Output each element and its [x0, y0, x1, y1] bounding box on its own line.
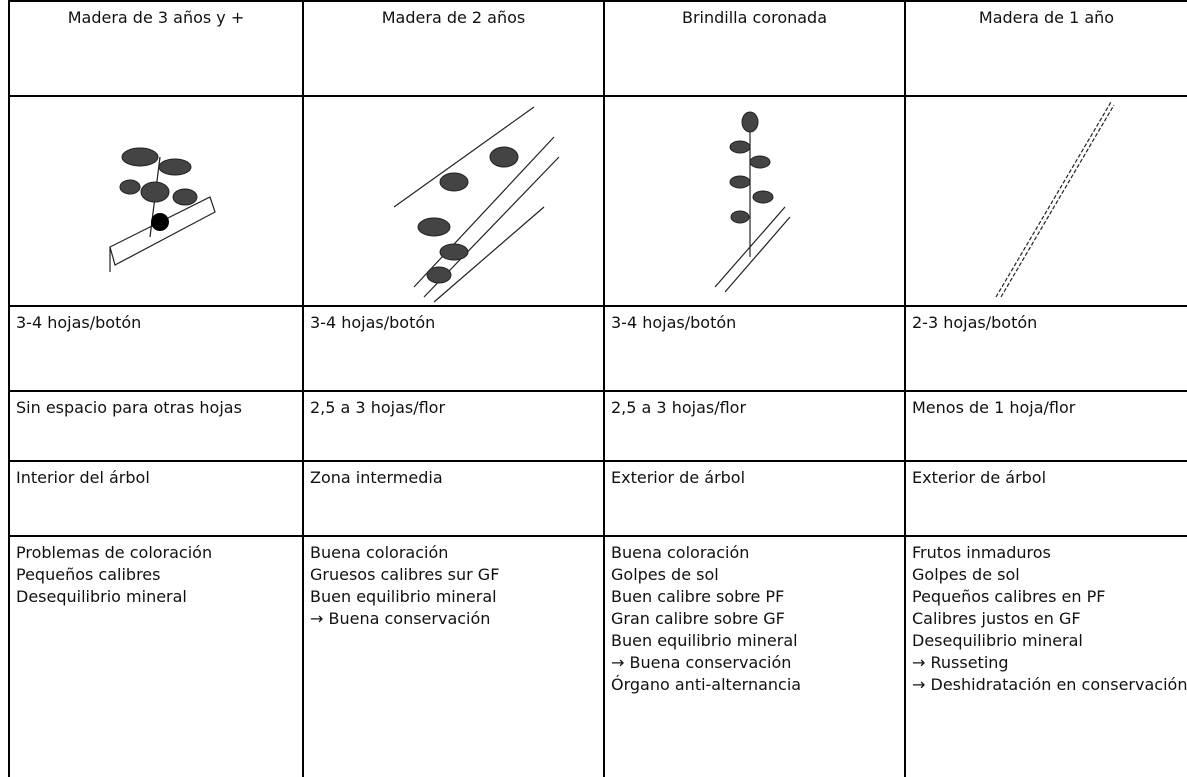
cell-line: Buena coloración	[611, 543, 750, 562]
cell: 3-4 hojas/botón	[8, 305, 304, 392]
cell-line: Gran calibre sobre GF	[611, 609, 785, 628]
cell: 2,5 a 3 hojas/flor	[302, 390, 605, 462]
cell: Zona intermedia	[302, 460, 605, 537]
image-row	[8, 95, 1187, 307]
cell-line: → Deshidratación en conservación	[912, 675, 1187, 694]
header-cell: Brindilla coronada	[603, 0, 906, 97]
row: Problemas de coloración Pequeños calibres…	[8, 535, 1187, 777]
cell-line: Órgano anti-alternancia	[611, 675, 802, 694]
cell-line: Buen equilibrio mineral	[611, 631, 798, 650]
cell: Interior del árbol	[8, 460, 304, 537]
row: Sin espacio para otras hojas 2,5 a 3 hoja…	[8, 390, 1187, 462]
image-cell	[302, 95, 605, 307]
cell: Buena coloración Gruesos calibres sur GF B…	[302, 535, 605, 777]
sketch	[995, 101, 1115, 298]
image-cell	[8, 95, 304, 307]
header-cell: Madera de 1 año	[904, 0, 1187, 97]
cell-line: Buena coloración	[310, 543, 449, 562]
header-row: Madera de 3 años y + Madera de 2 años Br…	[8, 0, 1187, 97]
cell-line: Golpes de sol	[611, 565, 719, 584]
sketch	[109, 147, 216, 272]
cell-line: Calibres justos en GF	[912, 609, 1081, 628]
cell: 2-3 hojas/botón	[904, 305, 1187, 392]
cell: Exterior de árbol	[603, 460, 906, 537]
header-cell: Madera de 3 años y +	[8, 0, 304, 97]
cell: Exterior de árbol	[904, 460, 1187, 537]
cell-line: Golpes de sol	[912, 565, 1020, 584]
cell: Sin espacio para otras hojas	[8, 390, 304, 462]
cell-line: → Buena conservación	[310, 609, 491, 628]
cell: 2,5 a 3 hojas/flor	[603, 390, 906, 462]
cell: Menos de 1 hoja/flor	[904, 390, 1187, 462]
cell-line: Frutos inmaduros	[912, 543, 1051, 562]
cell-line: Pequeños calibres	[16, 565, 161, 584]
cell: Buena coloración Golpes de sol Buen calibr…	[603, 535, 906, 777]
row: Interior del árbol Zona intermedia Exterio…	[8, 460, 1187, 537]
image-cell	[603, 95, 906, 307]
header-cell: Madera de 2 años	[302, 0, 605, 97]
sketch	[393, 106, 560, 303]
cell: Problemas de coloración Pequeños calibres…	[8, 535, 304, 777]
cell-line: Desequilibrio mineral	[912, 631, 1083, 650]
cell: 3-4 hojas/botón	[302, 305, 605, 392]
cell: Frutos inmaduros Golpes de sol Pequeños ca…	[904, 535, 1187, 777]
cell-line: Problemas de coloración	[16, 543, 213, 562]
page: Madera de 3 años y + Madera de 2 años Br…	[8, 0, 1187, 777]
cell-line: Buen calibre sobre PF	[611, 587, 785, 606]
cell-line: → Russeting	[912, 653, 1009, 672]
sketch	[714, 111, 791, 293]
cell-line: Gruesos calibres sur GF	[310, 565, 500, 584]
image-cell	[904, 95, 1187, 307]
cell-line: Buen equilibrio mineral	[310, 587, 497, 606]
cell-line: → Buena conservación	[611, 653, 792, 672]
cell: 3-4 hojas/botón	[603, 305, 906, 392]
cell-line: Pequeños calibres en PF	[912, 587, 1106, 606]
row: 3-4 hojas/botón 3-4 hojas/botón 3-4 hojas/…	[8, 305, 1187, 392]
cell-line: Desequilibrio mineral	[16, 587, 187, 606]
table: Madera de 3 años y + Madera de 2 años Br…	[8, 0, 1187, 777]
